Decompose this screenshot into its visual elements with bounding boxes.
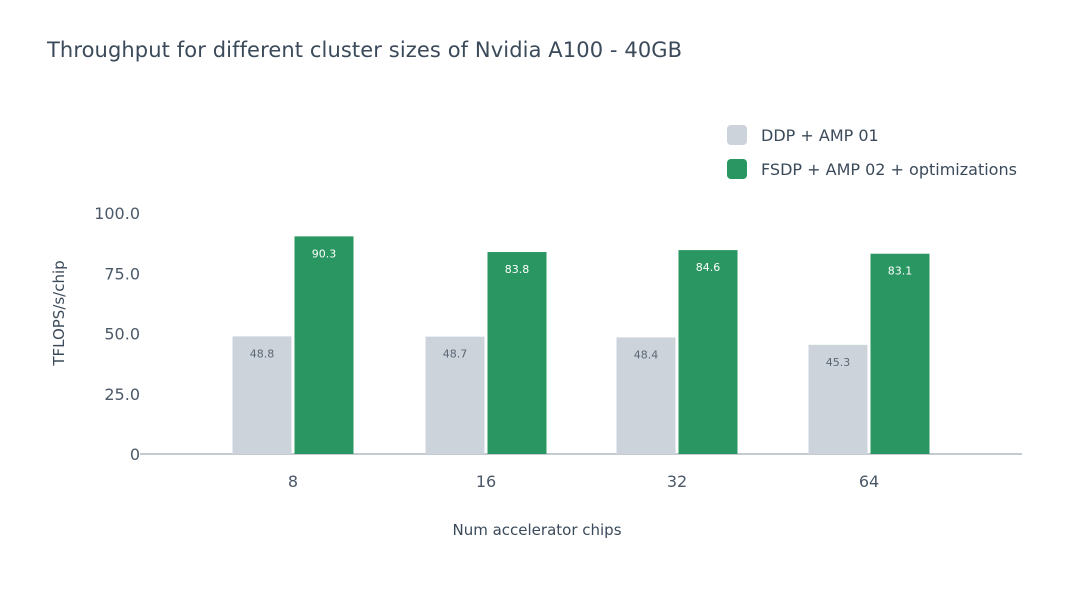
legend: DDP + AMP 01 FSDP + AMP 02 + optimizatio… bbox=[727, 118, 1017, 186]
bar-fsdp-64 bbox=[870, 253, 930, 454]
y-tick-label: 25.0 bbox=[104, 385, 140, 404]
y-tick-label: 75.0 bbox=[104, 264, 140, 283]
legend-label-ddp: DDP + AMP 01 bbox=[761, 125, 879, 145]
chart-title: Throughput for different cluster sizes o… bbox=[47, 38, 683, 62]
x-axis-ticks: 8 16 32 64 bbox=[288, 472, 879, 491]
y-axis-ticks: 0 25.0 50.0 75.0 100.0 bbox=[94, 204, 140, 464]
bar-fsdp-16 bbox=[487, 252, 547, 454]
legend-item-fsdp: FSDP + AMP 02 + optimizations bbox=[727, 152, 1017, 186]
legend-label-fsdp: FSDP + AMP 02 + optimizations bbox=[761, 159, 1017, 179]
y-tick-label: 0 bbox=[130, 445, 140, 464]
y-tick-label: 50.0 bbox=[104, 325, 140, 344]
bar-label-fsdp-8: 90.3 bbox=[312, 247, 337, 260]
bar-fsdp-32 bbox=[678, 250, 738, 454]
x-tick-label: 8 bbox=[288, 472, 298, 491]
x-tick-label: 32 bbox=[667, 472, 687, 491]
y-axis-label: TFLOPS/s/chip bbox=[50, 260, 68, 366]
bar-label-ddp-8: 48.8 bbox=[250, 347, 275, 360]
y-tick-label: 100.0 bbox=[94, 204, 140, 223]
x-tick-label: 16 bbox=[476, 472, 496, 491]
x-tick-label: 64 bbox=[859, 472, 879, 491]
bars: 48.8 90.3 48.7 83.8 48.4 84.6 45.3 83.1 bbox=[232, 236, 930, 454]
legend-swatch-ddp bbox=[727, 125, 747, 145]
bar-label-fsdp-32: 84.6 bbox=[696, 261, 721, 274]
bar-label-ddp-16: 48.7 bbox=[443, 348, 468, 361]
legend-item-ddp: DDP + AMP 01 bbox=[727, 118, 1017, 152]
bar-ddp-8 bbox=[232, 336, 292, 454]
bar-label-ddp-32: 48.4 bbox=[634, 348, 659, 361]
bar-ddp-32 bbox=[616, 337, 676, 454]
bar-label-fsdp-16: 83.8 bbox=[505, 263, 530, 276]
bar-fsdp-8 bbox=[294, 236, 354, 454]
legend-swatch-fsdp bbox=[727, 159, 747, 179]
bar-ddp-16 bbox=[425, 336, 485, 454]
bar-ddp-64 bbox=[808, 344, 868, 454]
x-axis-label: Num accelerator chips bbox=[452, 521, 621, 539]
bar-label-fsdp-64: 83.1 bbox=[888, 265, 913, 278]
bar-label-ddp-64: 45.3 bbox=[826, 356, 851, 369]
